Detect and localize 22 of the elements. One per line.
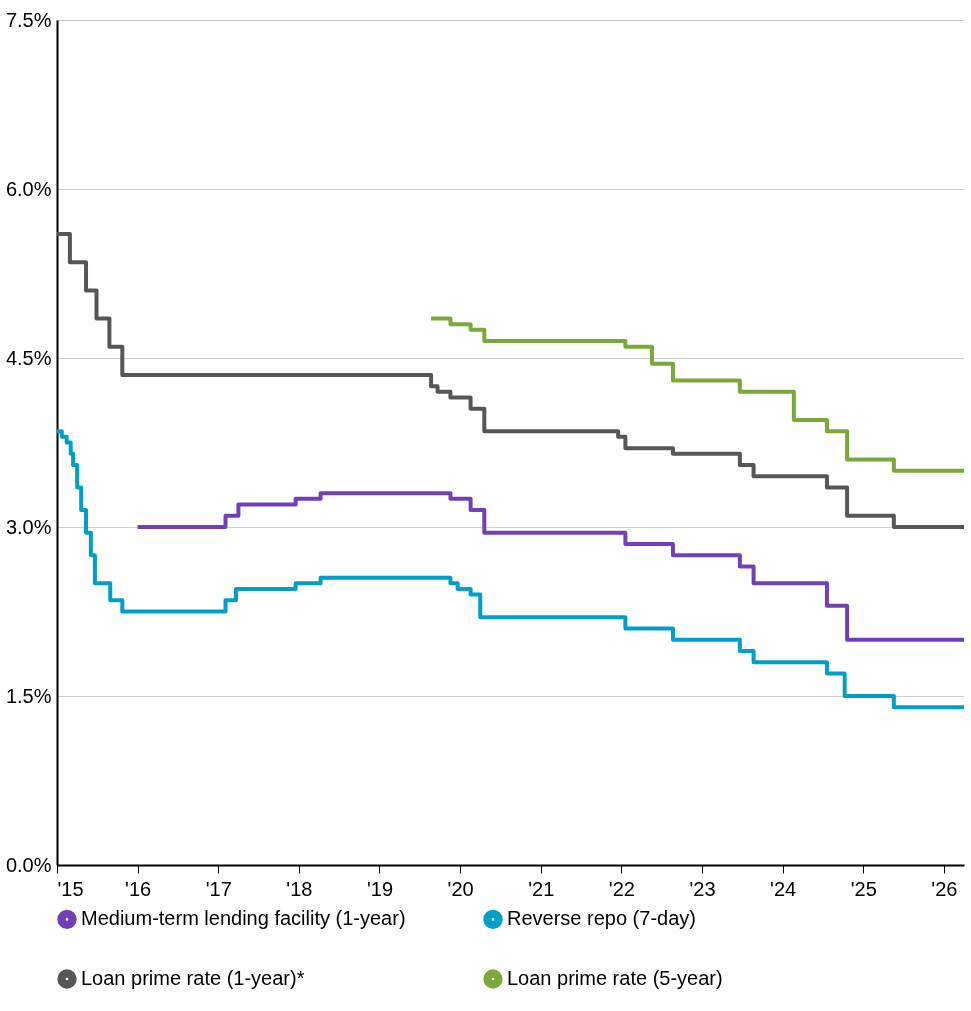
x-tick-label: '23 — [689, 877, 716, 900]
x-tick-label: '19 — [366, 877, 394, 900]
y-tick-label: 4.5% — [5, 346, 52, 369]
x-tick-label: '21 — [528, 877, 555, 900]
y-tick-label: 6.0% — [5, 177, 52, 200]
x-tick-label: '15 — [57, 877, 84, 900]
x-tick-label: '18 — [286, 877, 313, 900]
x-tick-label: '20 — [447, 877, 474, 900]
legend-label: Loan prime rate (5-year) — [507, 967, 723, 989]
legend-label: Reverse repo (7-day) — [507, 907, 696, 930]
x-tick-label: '25 — [850, 877, 877, 900]
y-tick-label: 7.5% — [5, 8, 52, 31]
legend-label: Medium-term lending facility (1-year) — [81, 907, 406, 930]
x-tick-label: '26 — [931, 877, 958, 900]
legend-label: Loan prime rate (1-year)* — [81, 967, 305, 989]
y-tick-label: 3.0% — [5, 515, 52, 538]
x-tick-label: '17 — [205, 877, 232, 900]
y-tick-label: 1.5% — [5, 684, 52, 707]
y-tick-label: 0.0% — [5, 853, 52, 876]
x-tick-label: '16 — [125, 877, 152, 900]
x-tick-label: '24 — [770, 877, 797, 900]
x-tick-label: '22 — [608, 877, 635, 900]
